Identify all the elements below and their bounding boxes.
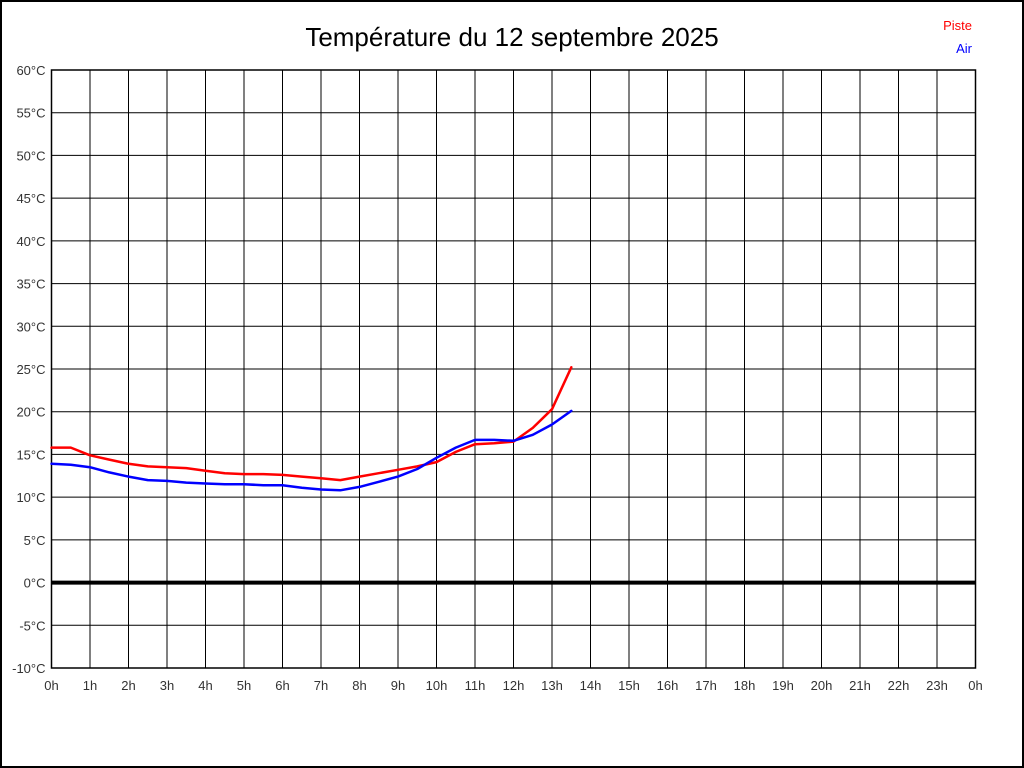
chart-legend: Piste Air [943, 14, 972, 60]
y-tick-label: 15°C [16, 447, 45, 462]
chart-title: Température du 12 septembre 2025 [305, 22, 719, 52]
x-tick-label: 22h [888, 678, 910, 693]
piste-series-line [50, 366, 573, 482]
x-tick-label: 9h [391, 678, 405, 693]
x-tick-label: 16h [657, 678, 679, 693]
x-tick-label: 4h [198, 678, 212, 693]
y-tick-label: 35°C [16, 277, 45, 292]
x-tick-label: 1h [83, 678, 97, 693]
x-tick-label: 6h [275, 678, 289, 693]
x-tick-label: 3h [160, 678, 174, 693]
x-tick-label: 21h [849, 678, 871, 693]
x-tick-label: 5h [237, 678, 251, 693]
air-series-line [50, 409, 573, 492]
y-tick-label: 50°C [16, 148, 45, 163]
y-tick-label: -10°C [12, 661, 45, 676]
x-tick-label: 17h [695, 678, 717, 693]
y-tick-label: 60°C [16, 63, 45, 78]
x-tick-label: 10h [426, 678, 448, 693]
legend-item-piste: Piste [943, 18, 972, 33]
y-tick-label: 25°C [16, 362, 45, 377]
x-tick-label: 19h [772, 678, 794, 693]
y-tick-label: -5°C [19, 618, 45, 633]
x-tick-label: 2h [121, 678, 135, 693]
x-tick-label: 13h [541, 678, 563, 693]
x-tick-label: 8h [352, 678, 366, 693]
y-tick-label: 20°C [16, 405, 45, 420]
x-tick-label: 12h [503, 678, 525, 693]
x-tick-label: 20h [811, 678, 833, 693]
y-tick-label: 5°C [24, 533, 46, 548]
y-tick-label: 45°C [16, 191, 45, 206]
x-tick-label: 11h [465, 678, 486, 693]
x-tick-label: 0h [968, 678, 982, 693]
x-tick-label: 14h [580, 678, 602, 693]
x-tick-label: 7h [314, 678, 328, 693]
legend-item-air: Air [956, 41, 972, 56]
y-tick-label: 40°C [16, 234, 45, 249]
y-tick-label: 55°C [16, 106, 45, 121]
x-tick-label: 15h [618, 678, 640, 693]
x-tick-label: 18h [734, 678, 756, 693]
y-tick-label: 30°C [16, 319, 45, 334]
plot-frame [50, 69, 977, 669]
y-tick-label: 0°C [24, 576, 46, 591]
y-tick-label: 10°C [16, 490, 45, 505]
x-tick-label: 23h [926, 678, 948, 693]
x-tick-label: 0h [44, 678, 58, 693]
